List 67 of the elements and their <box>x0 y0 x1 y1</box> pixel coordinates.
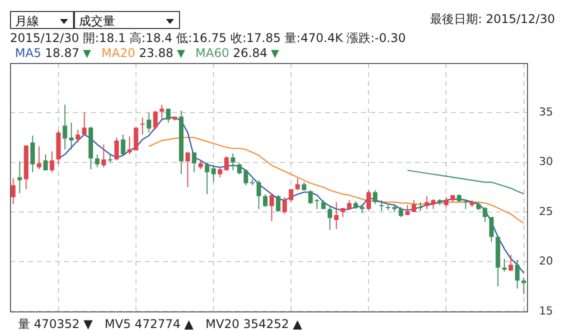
candlestick <box>444 196 448 208</box>
candlestick <box>276 194 280 213</box>
candlestick <box>256 180 262 210</box>
candlestick <box>282 196 287 215</box>
candlestick <box>185 152 190 188</box>
candlestick <box>76 129 80 143</box>
candlestick <box>69 122 74 150</box>
y-tick-label: 20 <box>539 254 553 268</box>
candlestick <box>288 188 294 203</box>
candlestick <box>379 200 384 212</box>
candlestick <box>269 194 274 222</box>
candlestick <box>489 216 494 242</box>
candlestick <box>244 170 248 186</box>
text: MV5 472774 ▲ <box>104 317 194 330</box>
text: MA60 <box>195 46 230 60</box>
candlestick <box>515 259 520 290</box>
candlestick <box>522 277 526 295</box>
y-tick-label: 15 <box>539 304 553 318</box>
candlestick <box>347 200 352 211</box>
chart-subtitle: 2015/12/30 開:18.1 高:18.4 低:16.75 收:17.85 量:470.4K 漲跌:-0.30 <box>10 30 406 47</box>
candlestick <box>424 196 430 210</box>
text: 18.87 <box>44 46 80 60</box>
candlestick <box>237 162 242 175</box>
candlestick <box>94 154 100 168</box>
y-tick-label: 25 <box>539 204 553 218</box>
y-tick-label: 30 <box>539 155 553 168</box>
candlestick <box>192 152 196 173</box>
candlestick <box>211 164 216 183</box>
candlestick <box>82 112 87 136</box>
text: 26.84 <box>232 46 268 60</box>
y-tick-label: 35 <box>539 106 553 119</box>
candlestick <box>120 134 126 156</box>
dropdown: 月線 <box>10 11 74 29</box>
candlestick <box>508 254 514 272</box>
candlestick <box>398 206 404 218</box>
candlestick <box>36 146 42 170</box>
candlestick <box>366 190 371 211</box>
candlestick <box>328 206 332 230</box>
candlestick <box>101 144 106 168</box>
candlestick <box>43 154 48 171</box>
candlestick <box>10 178 16 205</box>
candlestick <box>230 152 236 171</box>
candlestick <box>134 127 138 151</box>
candlestick <box>140 117 145 136</box>
text: 23.88 <box>138 46 174 60</box>
candlestick <box>263 194 268 208</box>
text: MV20 354252 ▲ <box>206 317 302 330</box>
candlestick <box>30 135 35 173</box>
candlestick <box>160 104 164 120</box>
candlestick <box>431 198 436 210</box>
text: 量 470352 ▼ <box>18 317 93 330</box>
text: MA5 <box>15 46 42 60</box>
candlestick <box>166 108 171 124</box>
candlestick <box>204 162 210 195</box>
candlestick <box>153 110 158 130</box>
candlestick <box>372 190 378 205</box>
text: MA20 <box>101 46 136 60</box>
candlestick <box>50 150 54 173</box>
candlestick <box>114 137 119 161</box>
candlestick <box>334 202 339 230</box>
candlestick <box>127 136 132 155</box>
candlestick <box>502 258 507 272</box>
dropdown: 成交量 <box>74 11 180 29</box>
chart-title: 最後日期: 2015/12/30 <box>430 11 555 28</box>
candlestick <box>295 178 300 191</box>
candlestick <box>146 112 152 134</box>
candlestick <box>62 104 68 150</box>
